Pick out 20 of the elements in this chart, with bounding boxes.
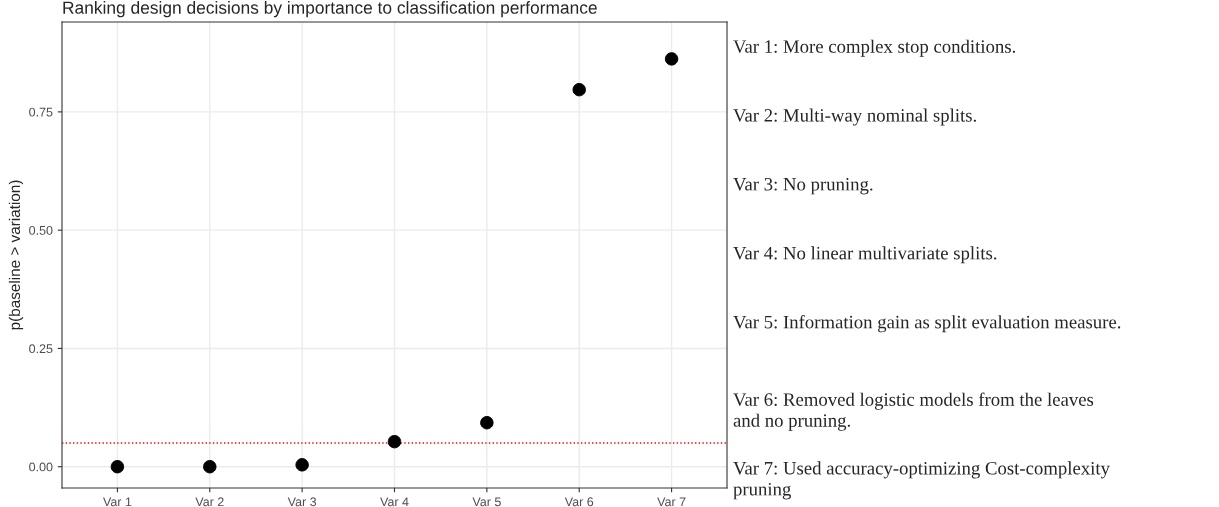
- x-tick-label: Var 5: [472, 497, 501, 507]
- text: Var 6: Removed logistic models from the leaves and no pruning.: [733, 392, 1094, 431]
- x-tick-label: Var 2: [195, 497, 224, 507]
- text: Var 4: No linear multivariate splits.: [733, 246, 997, 264]
- y-tick-label: 0.00: [29, 462, 53, 472]
- y-tick-label: 0.50: [29, 225, 53, 235]
- x-tick-label: Var 7: [657, 497, 686, 507]
- text: Var 7: Used accuracy-optimizing Cost-complexity pruning: [733, 461, 1110, 500]
- y-tick-label: 0.25: [29, 344, 53, 354]
- x-tick-label: Var 1: [102, 497, 132, 507]
- chart-title: Ranking design decisions by importance to classification performance: [63, 1, 597, 18]
- x-tick-label: Var 4: [380, 497, 409, 507]
- text: Var 3: No pruning.: [733, 177, 873, 195]
- x-tick-label: Var 6: [564, 497, 594, 507]
- text: Var 1: More complex stop conditions.: [733, 39, 1016, 57]
- text: Var 2: Multi-way nominal splits.: [733, 108, 977, 126]
- y-tick-label: 0.75: [29, 107, 53, 117]
- y-axis-title: p(baseline > variation): [8, 180, 24, 330]
- x-tick-label: Var 3: [287, 497, 317, 507]
- text: Var 5: Information gain as split evaluation measure.: [733, 315, 1121, 333]
